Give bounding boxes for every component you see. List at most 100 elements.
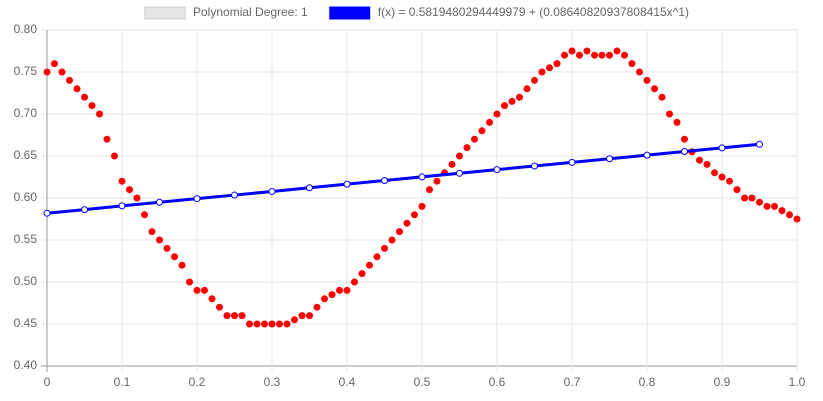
line-point — [81, 206, 88, 214]
data-point — [118, 177, 126, 185]
data-point — [111, 152, 118, 160]
data-point — [523, 85, 531, 93]
data-point — [163, 244, 171, 252]
data-point — [171, 253, 178, 261]
data-point — [231, 312, 238, 320]
data-point — [411, 211, 418, 219]
x-tick-label: 0.3 — [264, 375, 281, 389]
data-point — [283, 320, 291, 328]
data-point — [696, 156, 703, 164]
line-point — [231, 191, 238, 199]
data-point — [426, 186, 433, 194]
line-point — [531, 162, 538, 170]
x-tick-label: 0.1 — [114, 375, 131, 389]
data-point — [583, 47, 591, 55]
data-point — [148, 228, 156, 236]
y-tick-label: 0.55 — [14, 232, 38, 246]
line-point — [268, 187, 276, 195]
line-point — [493, 166, 501, 174]
data-point — [711, 169, 718, 177]
data-point — [81, 93, 88, 101]
data-point — [666, 110, 673, 118]
data-point — [253, 320, 261, 328]
y-tick-label: 0.75 — [14, 64, 38, 78]
data-point — [763, 202, 771, 210]
data-point — [786, 211, 793, 219]
data-point — [628, 60, 636, 68]
data-point — [201, 286, 208, 294]
data-point — [621, 51, 628, 59]
data-point — [223, 312, 231, 320]
data-point — [501, 102, 508, 110]
line-point — [456, 169, 463, 177]
line-point — [718, 144, 726, 152]
data-point — [733, 186, 741, 194]
y-tick-label: 0.70 — [14, 106, 38, 120]
data-point — [208, 295, 216, 303]
data-point — [306, 312, 313, 320]
data-point — [351, 278, 358, 286]
data-point — [96, 110, 103, 118]
data-point — [643, 76, 651, 84]
data-point — [186, 278, 193, 286]
data-point — [141, 211, 148, 219]
line-point — [681, 147, 688, 155]
data-point — [261, 320, 268, 328]
y-tick-label: 0.50 — [14, 274, 38, 288]
data-point — [418, 202, 426, 210]
legend-label: Polynomial Degree: 1 — [193, 5, 308, 19]
legend-swatch — [144, 6, 186, 20]
data-point — [613, 47, 621, 55]
data-point — [126, 186, 133, 194]
data-point — [156, 236, 163, 244]
data-point — [381, 244, 388, 252]
data-point — [546, 64, 553, 72]
data-point — [133, 194, 141, 202]
x-tick-label: 0.9 — [714, 375, 731, 389]
x-tick-label: 0 — [44, 375, 51, 389]
data-point — [486, 118, 493, 126]
data-point — [598, 51, 606, 59]
line-point — [381, 177, 388, 185]
data-point — [591, 51, 598, 59]
y-tick-label: 0.80 — [14, 22, 38, 36]
x-tick-label: 0.2 — [189, 375, 206, 389]
data-point — [216, 303, 223, 311]
data-point — [778, 207, 786, 215]
data-point — [88, 102, 96, 110]
data-point — [388, 236, 396, 244]
data-point — [516, 93, 523, 101]
x-tick-label: 0.8 — [639, 375, 656, 389]
line-point — [193, 195, 201, 203]
data-point — [448, 160, 456, 168]
data-point — [193, 286, 201, 294]
data-point — [238, 312, 246, 320]
data-point — [478, 127, 486, 135]
data-point — [718, 173, 726, 181]
data-point — [508, 97, 516, 105]
data-point — [538, 68, 546, 76]
x-tick-label: 0.7 — [564, 375, 581, 389]
line-point — [156, 198, 163, 206]
data-point — [321, 295, 328, 303]
data-point — [66, 76, 73, 84]
data-point — [358, 270, 366, 278]
data-point — [741, 194, 748, 202]
line-point — [306, 184, 313, 192]
data-point — [396, 228, 403, 236]
data-point — [463, 144, 471, 152]
data-point — [636, 68, 643, 76]
data-point — [276, 320, 283, 328]
data-point — [471, 135, 478, 143]
data-point — [553, 60, 561, 68]
data-point — [51, 60, 58, 68]
data-point — [366, 261, 373, 269]
data-point — [576, 51, 583, 59]
data-point — [531, 76, 538, 84]
data-point — [103, 135, 111, 143]
x-tick-label: 0.6 — [489, 375, 506, 389]
data-point — [456, 152, 463, 160]
data-point — [73, 85, 81, 93]
x-tick-label: 0.4 — [339, 375, 356, 389]
line-point — [756, 140, 763, 148]
